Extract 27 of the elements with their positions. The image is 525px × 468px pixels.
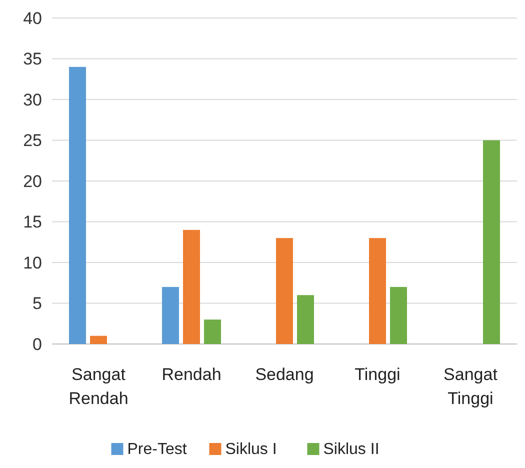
y-tick-label: 0 — [32, 334, 42, 354]
bar — [390, 286, 407, 344]
bar — [204, 320, 221, 344]
bar — [297, 295, 314, 344]
legend-label: Siklus I — [225, 441, 277, 458]
bar — [183, 230, 200, 344]
x-tick-label: Tinggi — [354, 365, 400, 384]
y-tick-label: 25 — [23, 131, 42, 150]
bar — [483, 140, 500, 344]
y-tick-label: 5 — [32, 294, 42, 314]
x-tick-label: Sedang — [255, 365, 314, 384]
bar — [369, 238, 386, 344]
y-tick-label: 35 — [23, 50, 42, 69]
legend-label: Siklus II — [323, 441, 380, 458]
y-tick-label: 10 — [23, 253, 42, 272]
y-tick-label: 15 — [23, 212, 42, 232]
y-tick-label: 40 — [23, 8, 42, 28]
bar — [90, 336, 107, 344]
bar — [162, 286, 179, 344]
x-tick-label: Sangat Tinggi — [444, 365, 498, 408]
bar — [276, 238, 293, 344]
x-tick-label: Sangat Rendah — [68, 365, 128, 408]
y-tick-label: 20 — [23, 172, 42, 191]
bar — [69, 66, 86, 344]
x-tick-label: Rendah — [162, 365, 222, 384]
y-tick-label: 30 — [23, 90, 42, 110]
legend-label: Pre-Test — [127, 441, 188, 458]
